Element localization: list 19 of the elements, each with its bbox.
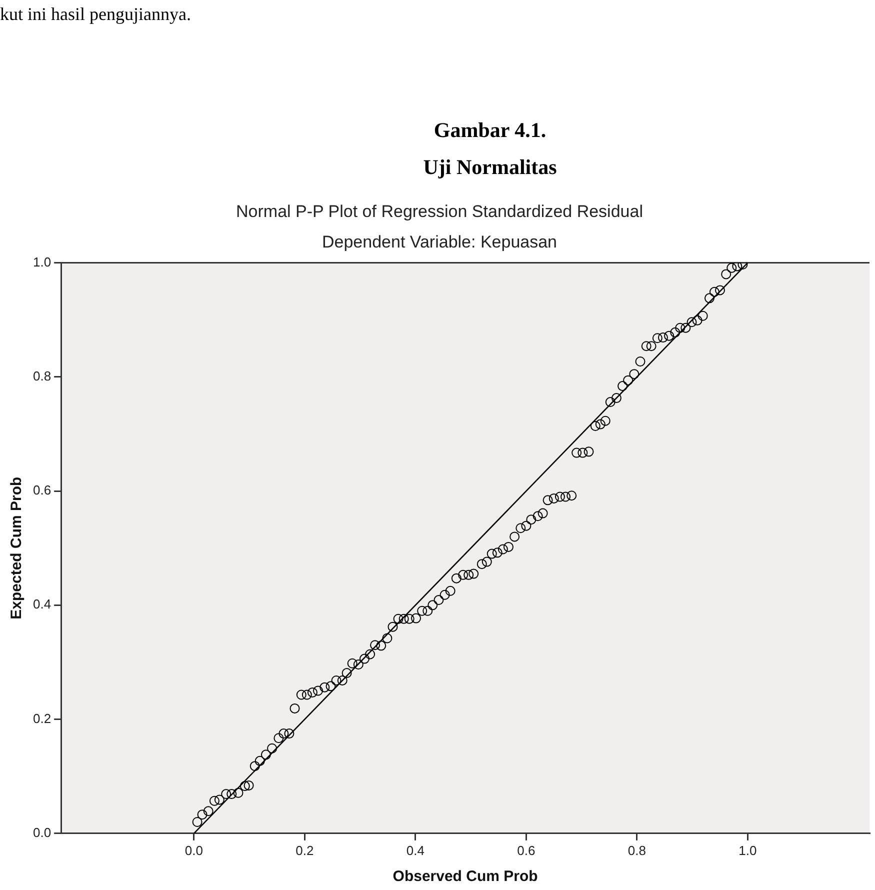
text: Gambar 4.1. xyxy=(432,118,548,143)
x-tick-label: 0.8 xyxy=(628,842,646,858)
text: kut ini hasil pengujiannya. xyxy=(0,4,191,25)
x-axis-title: Observed Cum Prob xyxy=(392,868,538,886)
y-tick-label: 0.8 xyxy=(32,368,52,384)
y-tick-label: 0.4 xyxy=(32,596,52,612)
x-tick-label: 0.4 xyxy=(406,842,424,858)
x-tick-label: 1.0 xyxy=(738,842,757,858)
chart-title: Normal P-P Plot of Regression Standardized Residual xyxy=(236,202,643,221)
y-axis-title: Expected Cum Prob xyxy=(8,476,26,620)
x-tick-label: 0.2 xyxy=(296,842,314,858)
y-tick-label: 0.0 xyxy=(32,824,52,840)
x-tick-label: 0.0 xyxy=(184,842,204,858)
y-tick-label: 0.2 xyxy=(32,710,52,726)
chart-subtitle: Dependent Variable: Kepuasan xyxy=(322,232,558,252)
x-tick-label: 0.6 xyxy=(517,842,536,858)
y-tick-label: 1.0 xyxy=(32,254,52,270)
text: Uji Normalitas xyxy=(422,155,558,180)
y-tick-label: 0.6 xyxy=(32,482,52,498)
